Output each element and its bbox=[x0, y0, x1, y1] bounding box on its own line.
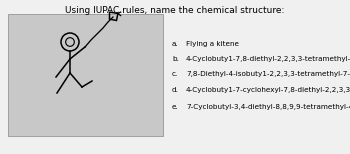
Text: b.: b. bbox=[172, 56, 179, 62]
Text: 4-Cyclobuty1-7-cyclohexyl-7,8-diethyl-2,2,3,3-tetramnethyldecane: 4-Cyclobuty1-7-cyclohexyl-7,8-diethyl-2,… bbox=[186, 87, 350, 93]
Text: 7,8-Diethyl-4-isobuty1-2,2,3,3-tetramethyl-7-phenyldecane: 7,8-Diethyl-4-isobuty1-2,2,3,3-tetrameth… bbox=[186, 71, 350, 77]
Text: Using IUPAC rules, name the chemical structure:: Using IUPAC rules, name the chemical str… bbox=[65, 6, 285, 15]
Text: 4-Cyclobuty1-7,8-diethyl-2,2,3,3-tetramethyl-7-phenyldecano: 4-Cyclobuty1-7,8-diethyl-2,2,3,3-tetrame… bbox=[186, 56, 350, 62]
Text: e.: e. bbox=[172, 104, 179, 110]
Bar bbox=[8, 14, 163, 136]
Text: Flying a kitene: Flying a kitene bbox=[186, 41, 239, 47]
Text: c.: c. bbox=[172, 71, 178, 77]
Text: d.: d. bbox=[172, 87, 179, 93]
Text: 7-Cyclobutyl-3,4-diethyl-8,8,9,9-tetramethyl-4-phenyldecane: 7-Cyclobutyl-3,4-diethyl-8,8,9,9-tetrame… bbox=[186, 104, 350, 110]
Text: a.: a. bbox=[172, 41, 178, 47]
